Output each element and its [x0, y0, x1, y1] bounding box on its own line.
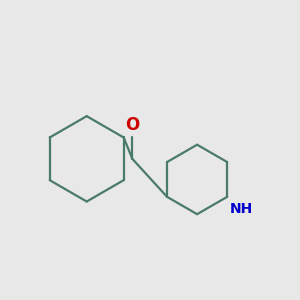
- Text: O: O: [125, 116, 140, 134]
- Text: NH: NH: [230, 202, 253, 216]
